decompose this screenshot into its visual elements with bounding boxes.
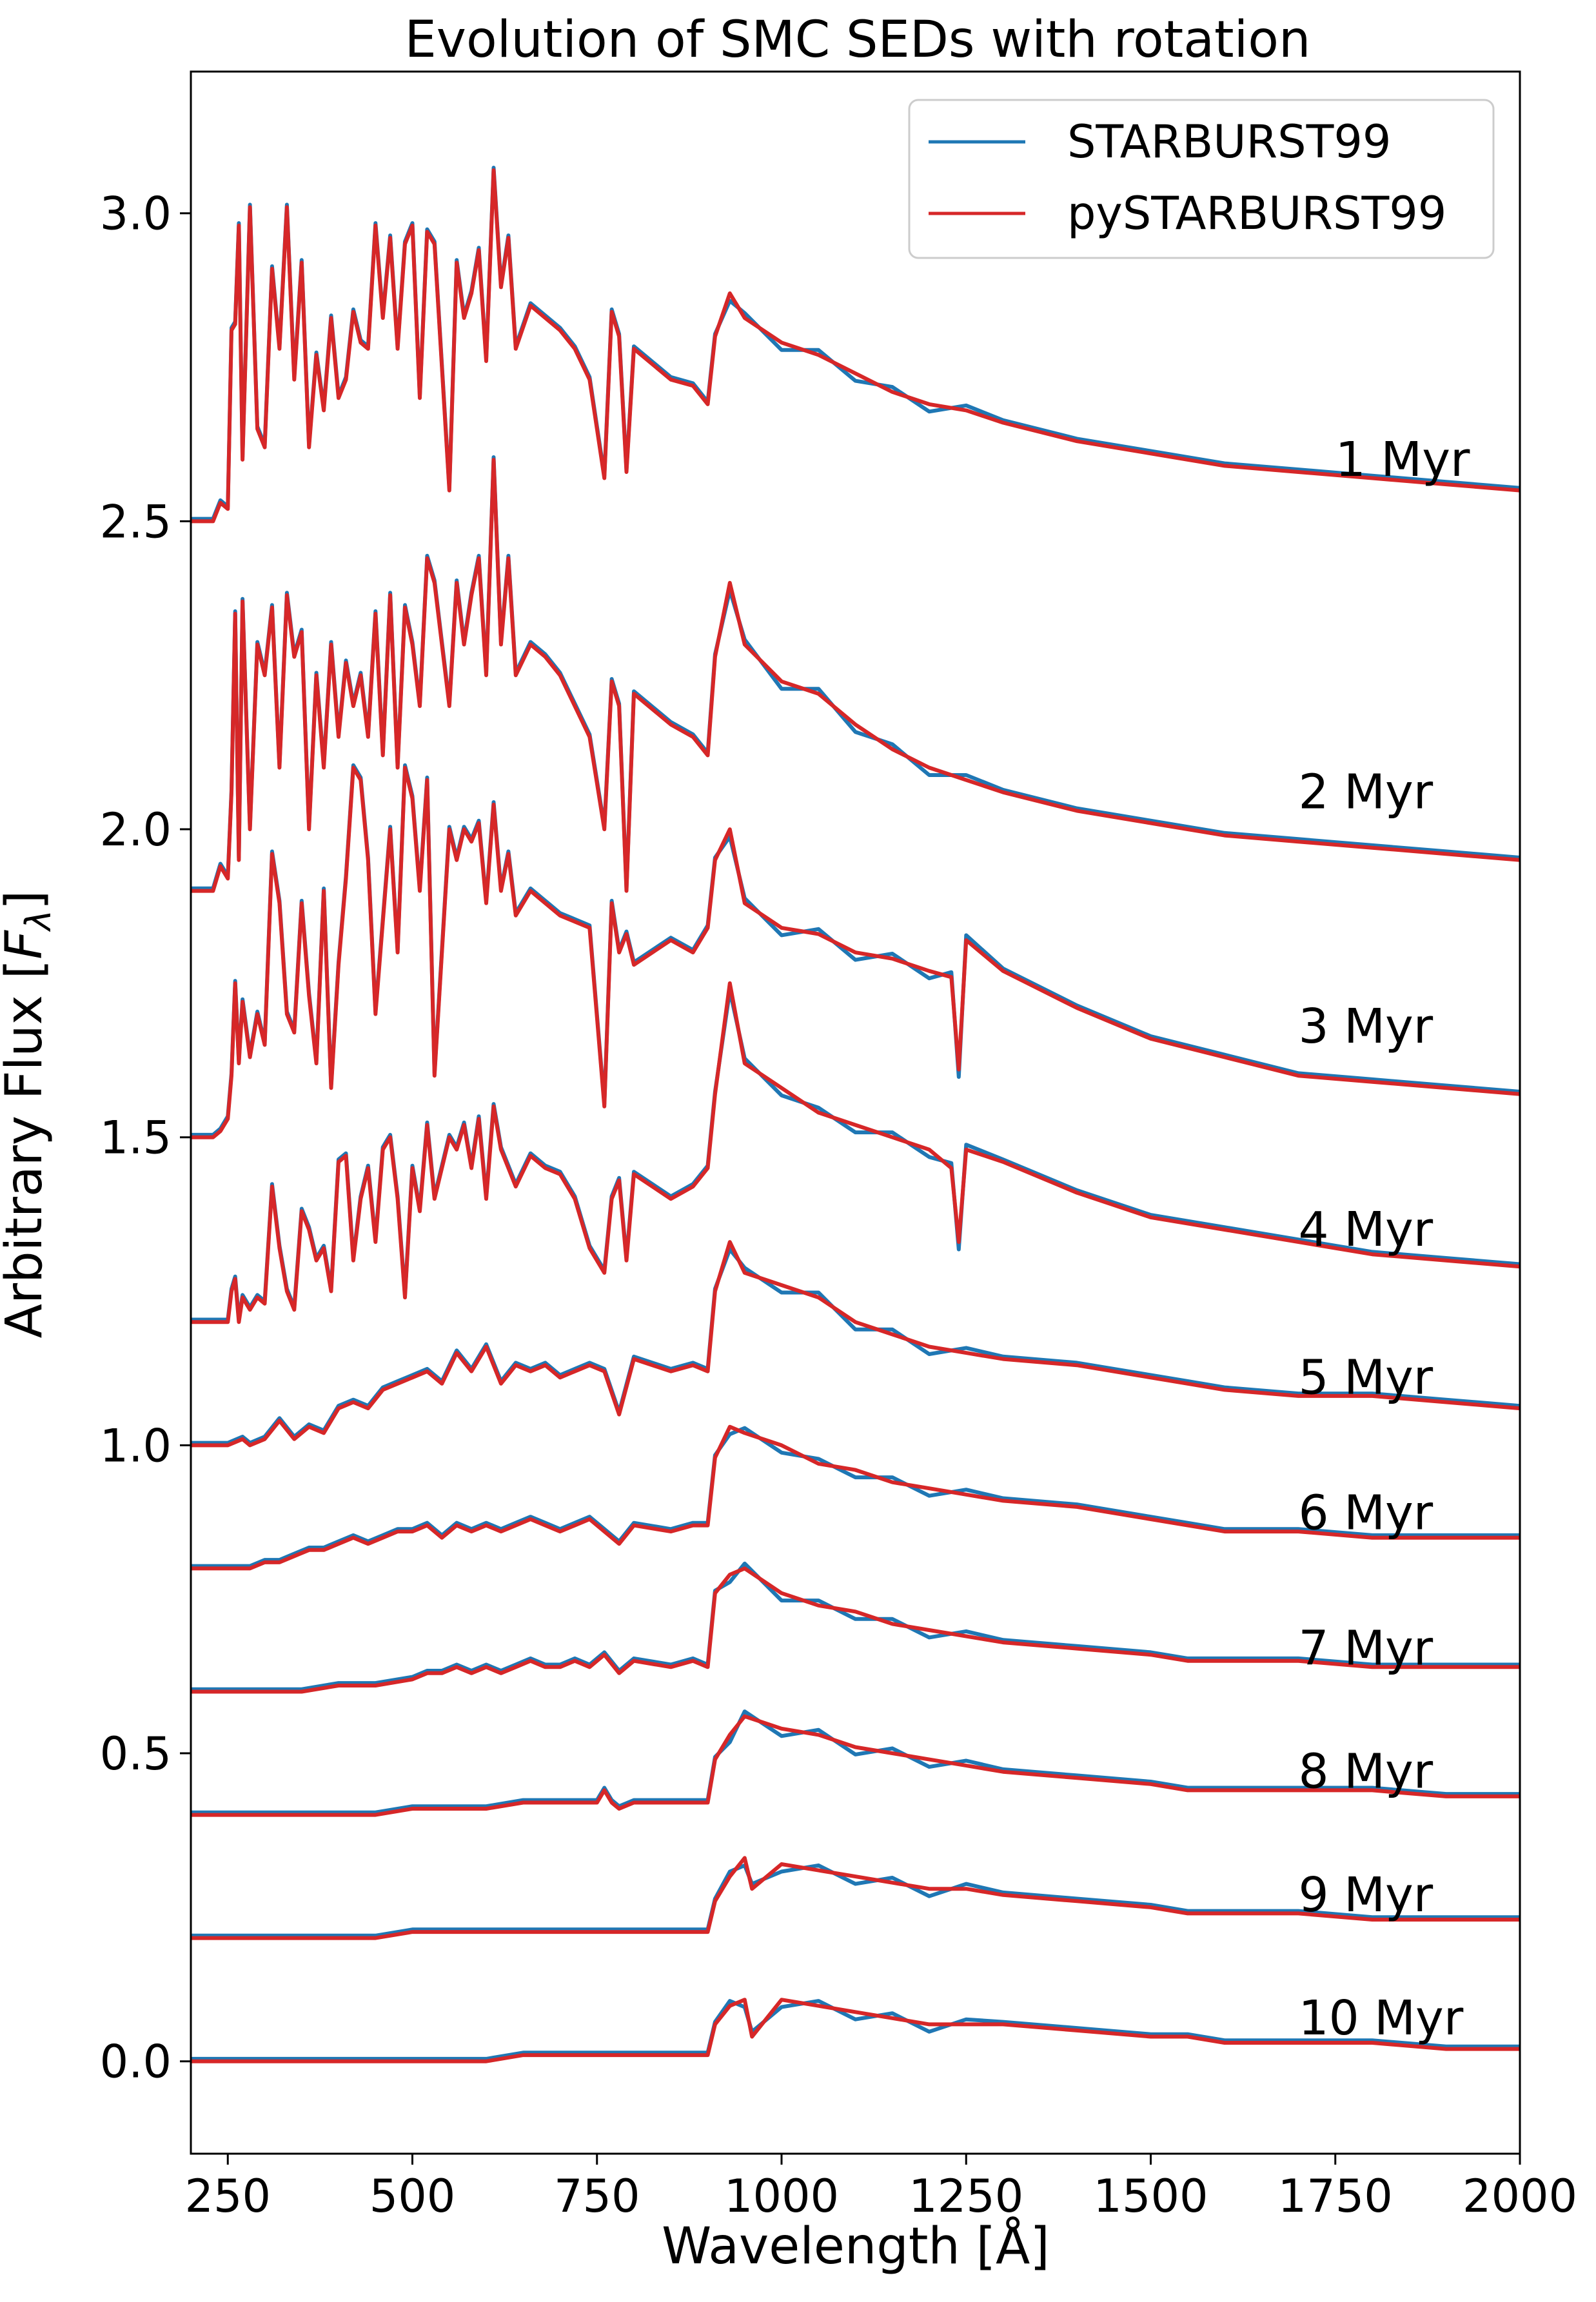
x-tick-label: 1000: [724, 2170, 839, 2223]
plot-frame: [190, 70, 1521, 2155]
series-line-pystarburst99: [191, 1856, 1520, 1940]
age-label: 4 Myr: [1299, 1202, 1433, 1257]
plot-area: [191, 166, 1521, 2063]
y-axis: 0.0 0.5 1.0 1.5 2.0 2.5 3.0: [100, 188, 191, 2089]
y-tick-label: 1.5: [100, 1112, 172, 1165]
legend-box: [908, 99, 1495, 259]
y-axis-label-subscript: λ: [18, 910, 59, 932]
age-label: 5 Myr: [1299, 1350, 1433, 1405]
age-label: 6 Myr: [1299, 1485, 1433, 1540]
x-tick-label: 1750: [1278, 2170, 1393, 2223]
series-line-pystarburst99: [191, 457, 1521, 893]
x-tick-label: 2000: [1463, 2170, 1577, 2223]
age-label: 9 Myr: [1299, 1867, 1433, 1923]
x-tick-label: 250: [184, 2170, 271, 2223]
y-tick-label: 2.0: [100, 803, 172, 856]
y-tick-label: 0.5: [100, 1727, 172, 1780]
series-line-starburst99: [191, 1561, 1520, 1691]
series-line-pystarburst99: [191, 1714, 1520, 1817]
series-line-pystarburst99: [191, 1424, 1520, 1571]
x-axis-label: Wavelength [Å]: [662, 2216, 1050, 2276]
legend-label-pystarburst99: pySTARBURST99: [1067, 187, 1446, 240]
x-tick-label: 750: [554, 2170, 640, 2223]
y-axis-label: Arbitrary Flux [Fλ]: [0, 890, 59, 1339]
series-line-starburst99: [191, 1426, 1520, 1568]
series-line-pystarburst99: [191, 168, 1521, 524]
series-line-pystarburst99: [191, 981, 1521, 1324]
age-label: 3 Myr: [1299, 999, 1433, 1054]
y-axis-label-bracket: ]: [0, 890, 54, 910]
series-line-starburst99: [191, 1999, 1520, 2061]
x-axis: 250 500 750 1000 1250 1500 1750 2000: [184, 2154, 1577, 2223]
series-line-pystarburst99: [191, 765, 1521, 1139]
y-tick-label: 2.5: [100, 495, 172, 548]
age-label: 2 Myr: [1299, 765, 1433, 820]
series-line-pystarburst99: [191, 1998, 1520, 2063]
age-label: 1 Myr: [1335, 432, 1470, 487]
y-tick-label: 3.0: [100, 188, 172, 241]
x-tick-label: 1500: [1093, 2170, 1208, 2223]
y-axis-label-text: Arbitrary Flux [: [0, 959, 54, 1338]
y-axis-label-symbol: F: [0, 930, 54, 959]
age-labels: 1 Myr 2 Myr 3 Myr 4 Myr 5 Myr 6 Myr 7 Myr 8 Myr…: [1299, 432, 1470, 2046]
x-tick-label: 1250: [909, 2170, 1023, 2223]
age-label: 7 Myr: [1299, 1621, 1433, 1677]
legend-label-starburst99: STARBURST99: [1067, 115, 1391, 168]
series-line-starburst99: [191, 1863, 1520, 1938]
age-label: 10 Myr: [1299, 1991, 1464, 2046]
x-tick-label: 500: [369, 2170, 456, 2223]
legend: STARBURST99 pySTARBURST99: [908, 99, 1495, 259]
y-tick-label: 1.0: [100, 1419, 172, 1472]
series-line-pystarburst99: [191, 1566, 1520, 1694]
series-line-pystarburst99: [191, 1240, 1521, 1448]
y-tick-label: 0.0: [100, 2036, 172, 2089]
chart-title: Evolution of SMC SEDs with rotation: [405, 11, 1311, 69]
age-label: 8 Myr: [1299, 1744, 1433, 1800]
